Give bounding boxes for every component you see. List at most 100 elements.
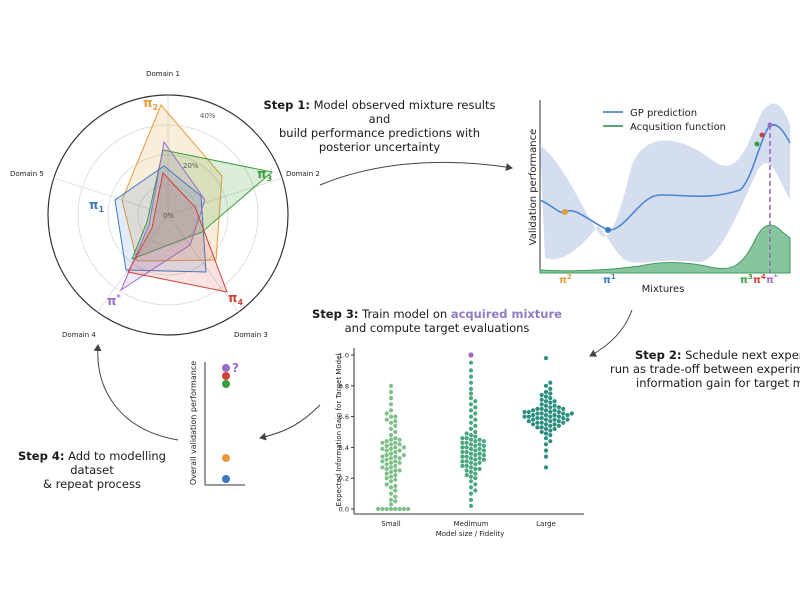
swarm-point [384,482,389,487]
swarm-point [388,383,394,388]
swarm-point [388,433,394,438]
radar-label-pi2: π2 [143,96,158,112]
radar-chart: 40% 20% 0% Domain 1 Domain 2 Domain 3 Do… [10,70,320,339]
swarm-point [380,465,385,470]
overall-point-pi3 [222,380,230,388]
swarm-point [384,462,389,467]
swarm-point [468,485,474,490]
swarm-point [393,454,398,459]
swarm-xtick-label: Medimum [454,520,489,528]
swarm-point [468,503,474,508]
swarm-point [468,451,474,456]
swarm-xtick-label: Small [381,520,400,528]
swarm-point [543,454,549,459]
swarm-point [384,439,389,444]
swarm-point [393,440,398,445]
swarm-point [393,449,398,455]
swarm-point [531,413,536,418]
swarm-point [556,414,562,419]
step1-label: Step 1: [263,98,310,112]
radar-polygon-pistar [119,140,206,292]
swarm-point [552,426,557,431]
gp-xtick-pi3: π3 [740,273,753,286]
swarm-point [388,491,394,496]
swarm-point [468,402,474,407]
swarm-point [548,428,553,433]
swarm-point [473,466,478,472]
radar-polygon-pi4 [127,171,228,293]
swarm-point [393,414,398,419]
swarm-point [561,411,566,416]
swarm-point [565,413,570,418]
swarm-ytick-label: 1.0 [339,352,349,360]
swarm-point [543,426,549,431]
swarm-point [464,459,469,464]
swarm-point [464,473,469,478]
swarm-point [539,402,544,407]
swarm-point [561,416,566,421]
swarm-point [531,408,536,413]
swarm-point [393,429,398,435]
gp-point-pistar [767,122,773,128]
swarm-point [473,434,478,439]
swarm-point [393,419,398,424]
swarm-point [393,436,398,441]
swarm-point [556,405,562,410]
swarm-point [393,499,398,504]
swarm-point [481,448,486,453]
swarm-point [397,468,402,473]
gp-xtick-pi4: π4 [753,273,766,286]
swarm-point [481,439,486,444]
swarm-point [397,456,402,461]
swarm-point [473,411,478,416]
step4-line2: & repeat process [43,477,141,491]
swarm-point [535,406,540,411]
swarm-point [535,416,540,421]
radar-polygon-pi1 [114,165,207,273]
swarm-point [543,413,549,418]
swarm-point [522,409,527,415]
gp-legend-prediction: GP prediction [630,108,697,119]
swarm-point [388,451,394,456]
swarm-ylabel: Expected Information Gain for Target Mod… [335,354,343,507]
swarm-point [388,442,394,447]
gp-uncertainty-band [540,103,790,263]
swarm-point [464,454,469,459]
swarm-point [526,409,531,415]
swarm-point [556,419,562,424]
arrow-step2 [589,309,633,357]
swarm-chart: 0.0 0.2 0.4 0.6 0.8 1.0 Small Medimum Large Mod… [335,348,584,538]
swarm-point [464,445,469,450]
swarm-point [539,425,544,430]
swarm-point [543,436,549,441]
swarm-point [388,437,394,442]
swarm-point [552,413,557,418]
step2-label: Step 2: [635,348,682,362]
swarm-point [397,506,402,512]
swarm-point [388,479,394,484]
swarm-point [477,466,482,472]
swarm-point [543,389,549,395]
radar-label-pi4: π4 [228,291,244,307]
swarm-point [468,446,474,451]
step2-line2: run as trade-off between experiment c [610,362,800,376]
swarm-point [473,488,478,493]
swarm-point [401,506,406,512]
gp-point-pi1 [605,227,611,233]
swarm-point [548,391,553,396]
swarm-point [473,417,478,422]
swarm-point [535,425,540,430]
swarm-point [397,442,402,447]
radar-label-pistar: π* [107,293,122,308]
swarm-point [393,468,398,473]
swarm-point [526,414,531,419]
swarm-point [384,411,389,416]
swarm-point [473,443,478,448]
radar-label-pi1: π1 [89,198,105,214]
swarm-point [468,391,474,396]
gp-point-pi2 [562,209,568,215]
swarm-point [535,411,540,416]
swarm-point [384,476,389,481]
swarm-point [393,463,398,468]
swarm-point [380,440,385,445]
